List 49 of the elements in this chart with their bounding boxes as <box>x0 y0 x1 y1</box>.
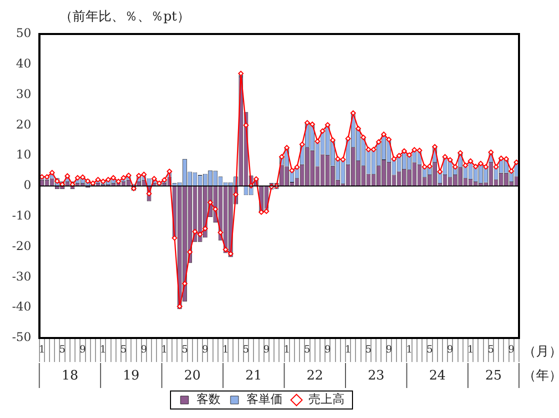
x-tick-label: 5 <box>365 344 372 356</box>
text: 25 <box>485 368 502 384</box>
text: 20 <box>184 368 201 384</box>
text: 21 <box>245 368 262 384</box>
text: 23 <box>368 368 384 384</box>
text: 18 <box>62 368 78 384</box>
x-tick-label: 9 <box>508 344 515 356</box>
y-tick-label: -40 <box>12 300 32 314</box>
x-tick-label: 1 <box>222 344 229 356</box>
text: 19 <box>122 368 140 384</box>
x-tick-label: 1 <box>406 344 412 356</box>
x-tick-label: 9 <box>140 344 148 356</box>
x-tick-label: 1 <box>284 344 290 356</box>
legend-label: 売上高 <box>308 392 344 406</box>
x-tick-label: 5 <box>59 344 66 356</box>
y-axis-title: （前年比、％、％pt） <box>59 9 190 24</box>
x-tick-label: 1 <box>467 344 474 356</box>
y-tick-label: 0 <box>24 178 32 192</box>
x-tick-label: 5 <box>304 344 310 356</box>
y-tick-label: -10 <box>12 208 32 223</box>
x-tick-label: 5 <box>426 344 433 356</box>
x-tick-label: 9 <box>386 344 392 356</box>
x-tick-label: 1 <box>100 344 106 356</box>
x-tick-label: 9 <box>446 344 454 356</box>
x-axis-title: （月） <box>523 344 559 360</box>
y-tick-label: -50 <box>12 330 32 344</box>
x-tick-label: 9 <box>324 344 331 356</box>
x-tick-label: 1 <box>344 344 352 356</box>
y-tick-label: -30 <box>12 269 32 284</box>
x-tick-label: 9 <box>202 344 208 356</box>
y-tick-label: -20 <box>12 238 32 253</box>
y-tick-label: 50 <box>16 26 32 40</box>
x-tick-label: 9 <box>80 344 86 356</box>
x-tick-label: 1 <box>38 344 46 356</box>
x-tick-label: 5 <box>488 344 494 356</box>
x-tick-label: 9 <box>263 344 270 356</box>
legend-label: 客単価 <box>246 392 282 406</box>
text: （年） <box>523 368 559 384</box>
y-tick-label: 20 <box>16 117 32 132</box>
x-tick-label: 5 <box>242 344 250 356</box>
legend-label: 客数 <box>196 392 220 406</box>
x-tick-label: 5 <box>120 344 127 356</box>
y-tick-label: 30 <box>16 86 32 101</box>
x-tick-label: 5 <box>182 344 188 356</box>
x-tick-label: 1 <box>161 344 168 356</box>
text: 22 <box>306 368 324 384</box>
y-tick-label: 10 <box>16 148 32 162</box>
text: 24 <box>429 368 446 384</box>
y-tick-label: 40 <box>16 56 32 71</box>
